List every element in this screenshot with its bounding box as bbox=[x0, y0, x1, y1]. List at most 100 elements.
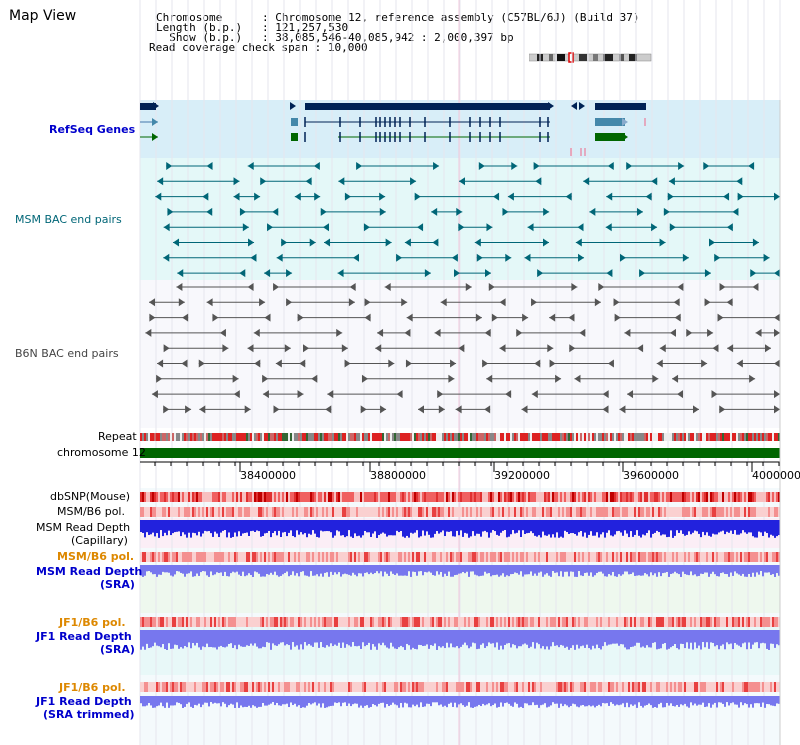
heat-cell bbox=[410, 507, 412, 517]
depth-bar bbox=[344, 520, 346, 538]
depth-bar bbox=[394, 696, 396, 705]
msm-bac-label[interactable]: MSM BAC end pairs bbox=[15, 213, 122, 226]
depth-bar bbox=[144, 630, 146, 650]
bac-end-marker bbox=[669, 328, 676, 337]
heat-cell bbox=[444, 682, 446, 692]
b6n-bac-label[interactable]: B6N BAC end pairs bbox=[15, 347, 119, 360]
heat-cell bbox=[228, 507, 230, 517]
depth-bar bbox=[604, 696, 606, 704]
heat-cell bbox=[302, 492, 304, 502]
depth-bar bbox=[684, 520, 686, 536]
depth-bar bbox=[456, 630, 458, 647]
heat-cell bbox=[392, 507, 394, 517]
heat-cell bbox=[392, 617, 394, 627]
heat-cell bbox=[614, 617, 616, 627]
repeat-segment bbox=[700, 433, 702, 441]
heat-cell bbox=[368, 617, 370, 627]
heat-cell bbox=[262, 617, 264, 627]
heat-cell bbox=[212, 617, 214, 627]
depth-bar bbox=[524, 630, 526, 644]
heat-cell bbox=[422, 552, 424, 562]
bac-end-marker bbox=[155, 192, 162, 201]
depth-bar bbox=[646, 565, 648, 575]
repeat-segment bbox=[560, 433, 562, 441]
bac-end-marker bbox=[606, 192, 613, 201]
heat-cell bbox=[668, 552, 670, 562]
repeat-segment bbox=[554, 433, 556, 441]
depth-bar bbox=[388, 565, 390, 576]
heat-cell bbox=[340, 492, 342, 502]
heat-cell bbox=[492, 682, 494, 692]
repeat-segment bbox=[600, 433, 602, 441]
depth-bar bbox=[754, 630, 756, 643]
heat-cell bbox=[384, 507, 386, 517]
depth-bar bbox=[522, 630, 524, 645]
heat-cell bbox=[214, 552, 216, 562]
depth-bar bbox=[416, 565, 418, 576]
bac-end-marker bbox=[672, 374, 679, 383]
repeat-segment bbox=[548, 433, 550, 441]
bac-end-marker bbox=[456, 207, 463, 216]
heat-cell bbox=[456, 507, 458, 517]
depth-bar bbox=[352, 520, 354, 538]
depth-bar bbox=[368, 696, 370, 708]
depth-bar bbox=[482, 630, 484, 644]
depth-bar bbox=[480, 696, 482, 707]
heat-cell bbox=[558, 507, 560, 517]
bac-end-marker bbox=[516, 328, 523, 337]
heat-cell bbox=[378, 617, 380, 627]
heat-cell bbox=[430, 492, 432, 502]
heat-cell bbox=[610, 552, 612, 562]
depth-bar bbox=[626, 565, 628, 572]
chromosome-track bbox=[140, 448, 780, 458]
repeat-segment bbox=[724, 433, 726, 441]
heat-cell bbox=[506, 617, 508, 627]
bac-end-marker bbox=[774, 390, 780, 399]
heat-cell bbox=[216, 492, 218, 502]
arrow-right bbox=[622, 118, 628, 126]
heat-cell bbox=[490, 552, 492, 562]
depth-bar bbox=[588, 630, 590, 649]
depth-bar bbox=[554, 565, 556, 573]
heat-cell bbox=[436, 552, 438, 562]
depth-bar bbox=[382, 520, 384, 533]
heat-cell bbox=[598, 492, 600, 502]
depth-bar bbox=[592, 520, 594, 536]
ideogram-view-marker[interactable] bbox=[568, 52, 574, 63]
depth-bar bbox=[472, 696, 474, 708]
heat-cell bbox=[700, 682, 702, 692]
bac-end-marker bbox=[356, 162, 363, 170]
bac-end-marker bbox=[569, 344, 576, 353]
heat-cell bbox=[402, 492, 404, 502]
heat-cell bbox=[284, 682, 286, 692]
heat-cell bbox=[656, 552, 658, 562]
refseq-genes-label[interactable]: RefSeq Genes bbox=[49, 123, 136, 136]
depth-bar bbox=[674, 565, 676, 572]
heat-cell bbox=[750, 507, 752, 517]
depth-bar bbox=[628, 696, 630, 708]
heat-cell bbox=[212, 507, 214, 517]
heat-cell bbox=[364, 682, 366, 692]
bac-end-marker bbox=[239, 269, 246, 278]
depth-bar bbox=[200, 696, 202, 708]
heat-cell bbox=[674, 617, 676, 627]
depth-bar bbox=[264, 696, 266, 706]
depth-bar bbox=[154, 696, 156, 708]
bac-end-marker bbox=[749, 374, 756, 383]
heat-cell bbox=[768, 492, 770, 502]
depth-bar bbox=[754, 696, 756, 704]
depth-bar bbox=[528, 630, 530, 649]
depth-bar bbox=[528, 565, 530, 575]
depth-bar bbox=[694, 565, 696, 575]
repeat-segment bbox=[206, 433, 208, 441]
depth-bar bbox=[498, 630, 500, 650]
depth-bar bbox=[268, 630, 270, 643]
heat-cell bbox=[728, 617, 730, 627]
bac-end-marker bbox=[736, 359, 743, 368]
repeat-segment bbox=[742, 433, 744, 441]
repeat-segment bbox=[208, 433, 210, 441]
depth-bar bbox=[300, 565, 302, 572]
heat-cell bbox=[612, 492, 614, 502]
chromosome-info-row: Chromosome : Chromosome 12, reference as… bbox=[156, 12, 639, 23]
